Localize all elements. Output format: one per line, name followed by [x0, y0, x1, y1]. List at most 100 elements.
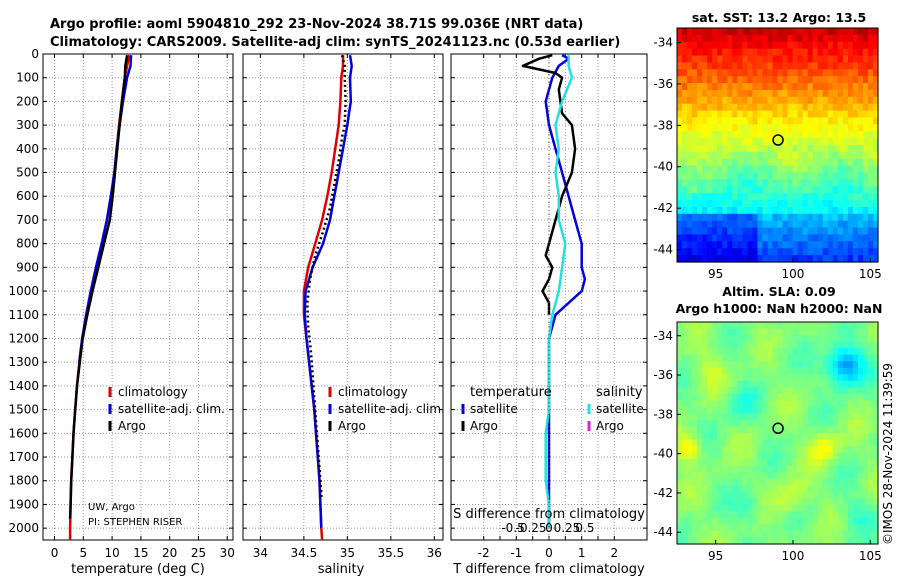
- map-cell: [847, 472, 854, 480]
- map-cell: [807, 227, 814, 236]
- map-cell: [787, 255, 794, 263]
- map-cell: [747, 530, 753, 539]
- map-cell: [777, 186, 784, 194]
- map-cell: [812, 511, 819, 519]
- map-cell: [762, 465, 769, 473]
- map-cell: [762, 341, 769, 349]
- map-cell: [692, 200, 698, 208]
- map-cell: [737, 537, 743, 545]
- y-tick-label: -40: [653, 160, 673, 174]
- map-cell: [747, 380, 753, 388]
- map-cell: [712, 335, 718, 343]
- map-cell: [797, 138, 804, 146]
- map-cell: [832, 348, 839, 356]
- map-cell: [862, 145, 869, 153]
- map-cell: [837, 433, 844, 441]
- map-cell: [747, 413, 753, 421]
- map-cell: [687, 206, 693, 215]
- map-cell: [822, 165, 829, 174]
- map-cell: [712, 367, 718, 375]
- map-cell: [712, 361, 718, 369]
- map-cell: [767, 76, 774, 84]
- map-cell: [797, 354, 804, 362]
- y-tick-label: 700: [16, 213, 39, 227]
- map-cell: [682, 361, 688, 369]
- map-cell: [792, 62, 799, 70]
- map-cell: [732, 537, 738, 545]
- map-cell: [747, 504, 753, 512]
- map-cell: [812, 517, 819, 526]
- map-cell: [687, 537, 693, 545]
- map-cell: [812, 472, 819, 480]
- map-cell: [842, 419, 849, 428]
- map-cell: [717, 172, 723, 181]
- map-cell: [777, 34, 784, 43]
- map-cell: [732, 172, 738, 181]
- map-cell: [867, 117, 874, 125]
- map-cell: [812, 380, 819, 388]
- map-cell: [862, 361, 869, 369]
- map-cell: [872, 110, 879, 119]
- map-cell: [782, 348, 789, 356]
- map-cell: [752, 158, 759, 167]
- map-cell: [787, 110, 794, 119]
- y-tick-label: -42: [653, 486, 673, 500]
- map-cell: [852, 213, 859, 222]
- map-cell: [827, 206, 834, 215]
- map-cell: [787, 186, 794, 194]
- map-cell: [807, 172, 814, 181]
- map-cell: [832, 537, 839, 545]
- map-cell: [867, 179, 874, 187]
- map-cell: [762, 227, 769, 236]
- map-cell: [747, 124, 753, 132]
- map-cell: [792, 76, 799, 84]
- map-cell: [717, 124, 723, 132]
- map-cell: [802, 83, 809, 91]
- map-cell: [717, 413, 723, 421]
- series-line-t-satellite: [544, 54, 587, 529]
- map-cell: [787, 76, 794, 84]
- map-cell: [682, 465, 688, 473]
- map-cell: [847, 76, 854, 84]
- map-cell: [857, 452, 864, 460]
- map-cell: [727, 322, 733, 330]
- map-cell: [817, 172, 824, 181]
- map-cell: [782, 28, 789, 36]
- map-cell: [767, 322, 774, 330]
- map-cell: [732, 76, 738, 84]
- map-cell: [782, 213, 789, 222]
- map-cell: [727, 248, 733, 256]
- map-cell: [837, 530, 844, 539]
- map-cell: [847, 124, 854, 132]
- map-cell: [757, 241, 764, 249]
- map-cell: [817, 459, 824, 467]
- map-cell: [817, 374, 824, 382]
- map-cell: [742, 348, 748, 356]
- map-cell: [762, 28, 769, 36]
- map-cell: [732, 179, 738, 187]
- map-cell: [847, 62, 854, 70]
- map-cell: [682, 48, 688, 57]
- map-cell: [812, 478, 819, 486]
- map-cell: [847, 151, 854, 160]
- map-cell: [852, 76, 859, 84]
- map-cell: [807, 498, 814, 506]
- map-cell: [822, 193, 829, 201]
- map-cell: [852, 48, 859, 57]
- map-cell: [742, 55, 748, 64]
- credit-line-1: UW, Argo: [88, 502, 135, 513]
- map-cell: [802, 227, 809, 236]
- map-cell: [742, 138, 748, 146]
- map-cell: [762, 452, 769, 460]
- map-cell: [807, 511, 814, 519]
- map-cell: [817, 452, 824, 460]
- map-cell: [857, 124, 864, 132]
- map-cell: [682, 206, 688, 215]
- map-cell: [812, 322, 819, 330]
- map-cell: [772, 62, 779, 70]
- map-cell: [872, 504, 879, 512]
- map-cell: [787, 213, 794, 222]
- map-cell: [757, 103, 764, 112]
- map-cell: [707, 478, 713, 486]
- map-cell: [787, 41, 794, 50]
